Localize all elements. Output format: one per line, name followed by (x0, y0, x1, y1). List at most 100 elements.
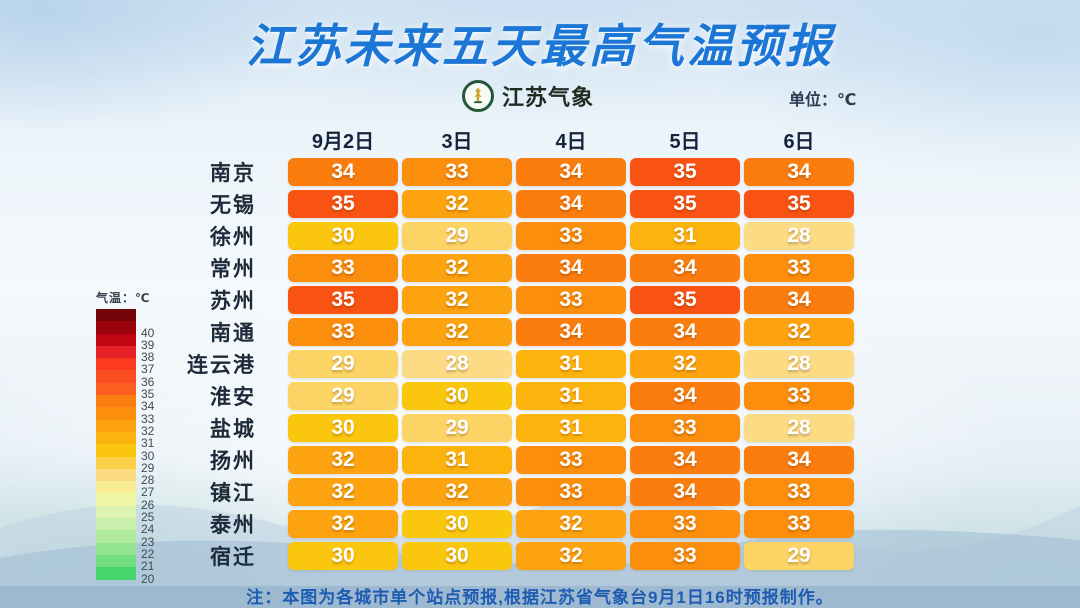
legend-swatch (96, 468, 136, 482)
unit-label: 单位：℃ (789, 92, 857, 109)
temp-cell: 29 (402, 414, 512, 442)
forecast-table: 9月2日 3日 4日 5日 6日 南京 34 33 34 35 34 无锡 35 32 34 35 35 徐州 30… (168, 124, 854, 570)
legend-stop-label: 33 (141, 411, 155, 426)
temp-cell: 34 (630, 254, 740, 282)
legend-stop-label: 38 (141, 350, 155, 365)
temp-cell: 28 (744, 350, 854, 378)
temp-cell: 33 (288, 254, 398, 282)
legend-swatch (96, 444, 136, 457)
temp-cell: 33 (744, 382, 854, 410)
temp-cell: 28 (402, 350, 512, 378)
city-label-泰州: 泰州 (210, 514, 256, 537)
legend-swatch (96, 309, 136, 322)
legend-stop-label: 29 (141, 460, 155, 475)
legend-stop-label: 20 (141, 571, 155, 586)
legend-swatch (96, 567, 136, 580)
legend-swatch (96, 333, 136, 346)
legend-stop-label: 26 (141, 497, 155, 512)
temp-cell: 29 (744, 542, 854, 570)
legend-stop: 30 (96, 444, 167, 462)
legend-stop: 33 (96, 407, 167, 425)
temp-cell: 34 (744, 286, 854, 314)
city-label-镇江: 镇江 (210, 482, 256, 505)
legend-stop: 39 (96, 333, 167, 351)
temp-cell: 34 (744, 446, 854, 474)
legend-stop (96, 309, 167, 322)
legend-swatch (96, 530, 136, 543)
legend-title: 气温：℃ (96, 291, 151, 305)
legend-stop-label: 22 (141, 546, 155, 561)
temp-cell: 33 (516, 478, 626, 506)
legend-stop: 31 (96, 431, 167, 449)
temp-cell: 32 (516, 542, 626, 570)
table-corner (168, 124, 284, 154)
temp-cell: 29 (288, 350, 398, 378)
legend-swatch (96, 518, 136, 531)
legend-stop-label: 37 (141, 362, 155, 377)
city-label-徐州: 徐州 (210, 226, 256, 249)
city-label-宿迁: 宿迁 (210, 546, 256, 569)
city-label-扬州: 扬州 (210, 450, 256, 473)
legend-stop: 29 (96, 456, 167, 474)
legend-stop: 27 (96, 481, 167, 498)
legend-stop: 25 (96, 505, 167, 523)
temp-cell: 32 (630, 350, 740, 378)
temp-cell: 35 (288, 190, 398, 218)
legend-stop-label: 23 (141, 534, 155, 549)
temp-cell: 34 (630, 318, 740, 346)
legend-stop-label: 36 (141, 374, 155, 389)
temp-cell: 32 (744, 318, 854, 346)
legend-stop-label: 34 (141, 399, 155, 414)
legend-stop-label: 40 (141, 325, 155, 340)
temp-cell: 33 (516, 286, 626, 314)
temp-cell: 33 (630, 542, 740, 570)
legend-stop-label: 32 (141, 423, 155, 438)
temp-cell: 32 (288, 478, 398, 506)
temp-cell: 34 (516, 190, 626, 218)
legend-swatch (96, 481, 136, 494)
date-header-2: 3日 (441, 130, 473, 153)
city-label-连云港: 连云港 (187, 354, 256, 377)
temp-cell: 34 (630, 478, 740, 506)
legend-swatch (96, 493, 136, 506)
temp-cell: 30 (402, 510, 512, 538)
temp-cell: 32 (402, 254, 512, 282)
date-header-4: 5日 (669, 130, 701, 153)
legend-stop: 28 (96, 468, 167, 486)
legend-stop: 35 (96, 382, 167, 400)
temp-cell: 31 (516, 414, 626, 442)
temp-cell: 34 (630, 382, 740, 410)
legend-stop: 23 (96, 530, 167, 548)
legend-stop-label: 28 (141, 473, 155, 488)
temp-cell: 32 (402, 286, 512, 314)
legend-swatch (96, 345, 136, 359)
legend-stop-label: 31 (141, 436, 155, 451)
city-label-南京: 南京 (210, 162, 256, 185)
temp-cell: 33 (744, 510, 854, 538)
legend-swatch (96, 505, 136, 519)
legend-stop-label: 24 (141, 522, 155, 537)
legend-stop: 38 (96, 345, 167, 363)
temp-cell: 34 (744, 158, 854, 186)
temp-cell: 32 (288, 510, 398, 538)
legend-stop: 22 (96, 542, 167, 560)
temp-cell: 32 (402, 318, 512, 346)
temp-cell: 35 (630, 158, 740, 186)
legend-swatch (96, 321, 136, 334)
city-label-常州: 常州 (210, 258, 256, 281)
page-title: 江苏未来五天最高气温预报 (246, 20, 834, 72)
temp-cell: 32 (516, 510, 626, 538)
legend-stop-label: 30 (141, 448, 155, 463)
temp-cell: 31 (630, 222, 740, 250)
legend-stop-label: 25 (141, 510, 155, 525)
legend-swatch (96, 407, 136, 420)
temp-cell: 34 (516, 318, 626, 346)
temp-cell: 33 (744, 478, 854, 506)
temp-cell: 31 (516, 382, 626, 410)
brand-row: 江苏气象 单位：℃ (0, 80, 1080, 116)
temp-cell: 33 (288, 318, 398, 346)
date-header-5: 6日 (783, 130, 815, 153)
temp-cell: 33 (744, 254, 854, 282)
legend-stop-label: 21 (141, 559, 155, 574)
temp-cell: 32 (402, 478, 512, 506)
